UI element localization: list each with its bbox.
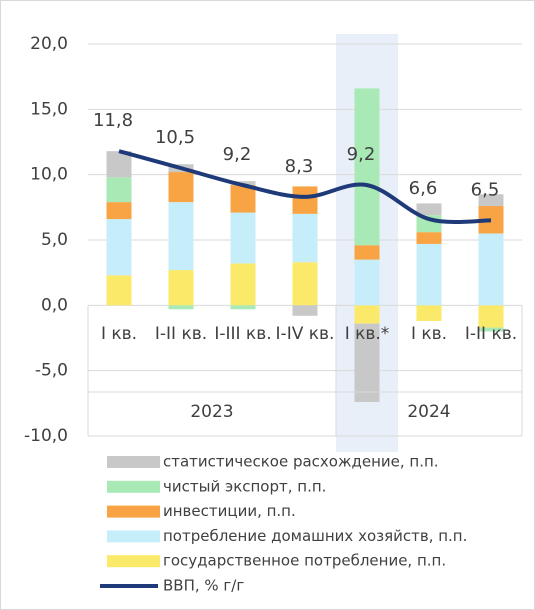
x-tick-label: I-II кв.	[464, 324, 518, 344]
data-label: 9,2	[223, 144, 252, 165]
data-label: 6,6	[409, 178, 438, 199]
bar-segment	[292, 213, 318, 263]
group-label: 2024	[407, 402, 450, 422]
legend-swatch	[107, 456, 160, 468]
x-tick-label: I-III кв.	[214, 324, 272, 344]
data-label: 11,8	[93, 110, 133, 131]
y-tick-label: 10,0	[30, 165, 68, 185]
bar-segment	[230, 263, 256, 306]
data-label: 9,2	[347, 144, 376, 165]
bar-segment	[106, 177, 132, 203]
y-tick-label: 5,0	[41, 230, 68, 250]
bar-segment	[168, 305, 194, 310]
group-label: 2023	[190, 402, 233, 422]
bar-segment	[106, 202, 132, 220]
bar-segment	[354, 245, 380, 260]
bar-segment	[416, 203, 442, 216]
bar-segment	[478, 194, 504, 207]
legend-swatch	[107, 505, 160, 518]
legend-label: потребление домашних хозяйств, п.п.	[163, 527, 467, 545]
bar-segment	[292, 262, 318, 306]
legend-label: инвестиции, п.п.	[163, 502, 296, 520]
bar-segment	[168, 172, 194, 203]
data-label: 6,5	[471, 179, 500, 200]
legend-label: ВВП, % г/г	[163, 577, 244, 595]
y-tick-label: 20,0	[30, 34, 68, 54]
legend-label: государственное потребление, п.п.	[163, 552, 446, 570]
bar-segment	[168, 202, 194, 271]
data-label: 10,5	[155, 127, 195, 148]
bar-segment	[478, 305, 504, 328]
bar-segment	[416, 243, 442, 306]
bar-segment	[354, 305, 380, 324]
bar-segment	[106, 219, 132, 276]
bar-segment	[106, 275, 132, 306]
bar-segment	[292, 186, 318, 214]
x-tick-label: I кв.*	[344, 324, 390, 344]
legend-label: чистый экспорт, п.п.	[163, 477, 326, 495]
y-tick-label: 15,0	[30, 99, 68, 119]
bar-segment	[416, 232, 442, 244]
x-tick-label: I-IV кв.	[275, 324, 335, 344]
bar-segment	[168, 270, 194, 306]
legend-swatch	[107, 530, 160, 543]
y-tick-label: -5,0	[35, 361, 68, 381]
data-label: 8,3	[285, 156, 314, 177]
bar-segment	[478, 233, 504, 306]
bar-segment	[354, 259, 380, 306]
bar-segment	[230, 212, 256, 264]
x-tick-label: I кв.	[410, 324, 448, 344]
bar-segment	[230, 305, 256, 310]
legend-label: статистическое расхождение, п.п.	[163, 453, 439, 471]
bar-segment	[292, 305, 318, 316]
bar-segment	[354, 323, 380, 403]
y-tick-label: 0,0	[41, 295, 68, 315]
bar-segment	[416, 305, 442, 322]
legend-swatch	[107, 480, 160, 493]
bar-segment	[478, 327, 504, 332]
x-tick-label: I-II кв.	[154, 324, 208, 344]
y-tick-label: -10,0	[24, 426, 68, 446]
gdp-line	[118, 149, 492, 225]
bar-segment	[230, 185, 256, 213]
legend-swatch	[107, 555, 160, 568]
bar-segment	[354, 88, 380, 246]
x-tick-label: I кв.	[100, 324, 138, 344]
